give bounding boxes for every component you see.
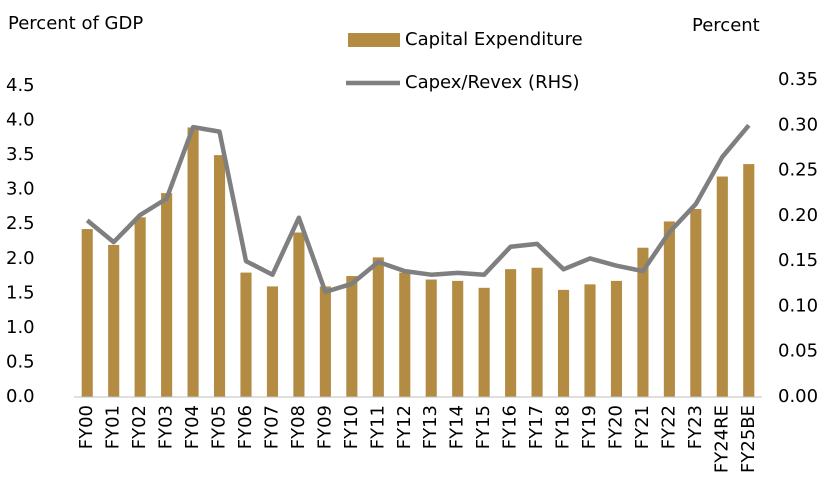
bar <box>690 209 702 397</box>
bar <box>637 247 649 397</box>
x-tick-label: FY00 <box>76 405 97 449</box>
x-tick-label: FY06 <box>235 405 256 449</box>
x-tick-label: FY15 <box>473 405 494 449</box>
x-tick-label: FY11 <box>367 405 388 449</box>
x-tick-label: FY22 <box>658 405 679 449</box>
x-tick-label: FY08 <box>288 405 309 449</box>
y-axis-title: Percent of GDP <box>8 13 143 34</box>
y-tick-label: 4.5 <box>6 75 35 96</box>
y2-tick-label: 0.05 <box>778 341 818 362</box>
x-tick-label: FY18 <box>553 405 574 449</box>
legend-label: Capital Expenditure <box>405 29 583 50</box>
bar <box>213 155 226 397</box>
x-tick-label: FY09 <box>314 405 335 449</box>
bar <box>319 286 331 397</box>
bar <box>134 217 146 397</box>
x-tick-label: FY21 <box>632 405 653 449</box>
bar <box>716 176 728 397</box>
x-tick-label: FY25BE <box>738 405 759 473</box>
x-tick-label: FY07 <box>262 405 283 449</box>
y-tick-label: 2.0 <box>6 248 35 269</box>
y2-tick-label: 0.20 <box>778 205 818 226</box>
bar <box>557 289 570 397</box>
x-tick-label: FY24RE <box>711 405 732 473</box>
y2-tick-label: 0.00 <box>778 386 818 407</box>
x-tick-label: FY13 <box>420 405 441 449</box>
x-tick-label: FY05 <box>209 405 230 449</box>
y-tick-label: 1.5 <box>6 282 35 303</box>
y2-tick-label: 0.25 <box>778 160 818 181</box>
bar <box>531 267 543 397</box>
x-tick-label: FY01 <box>103 405 124 449</box>
bar <box>663 221 675 397</box>
bar <box>478 287 490 397</box>
bar <box>187 127 199 397</box>
y2-tick-label: 0.35 <box>778 69 818 90</box>
line-series <box>85 123 751 295</box>
y2-axis-title: Percent <box>692 15 760 36</box>
y2-tick-label: 0.30 <box>778 114 818 135</box>
y2-tick-label: 0.15 <box>778 250 818 271</box>
bar <box>425 279 437 397</box>
x-tick-label: FY12 <box>394 405 415 449</box>
bar <box>108 244 120 397</box>
x-tick-label: FY03 <box>156 405 177 449</box>
bar <box>346 276 358 397</box>
bar <box>584 284 596 397</box>
bar <box>505 269 517 397</box>
y-tick-label: 2.5 <box>6 213 35 234</box>
y-tick-label: 4.0 <box>6 110 35 131</box>
bar <box>743 164 755 397</box>
bar <box>240 272 252 397</box>
bar <box>266 286 279 397</box>
bar <box>293 232 305 397</box>
y-tick-label: 0.5 <box>6 351 35 372</box>
x-tick-label: FY16 <box>500 405 521 449</box>
y-tick-label: 0.0 <box>6 386 35 407</box>
x-tick-label: FY20 <box>606 405 627 449</box>
x-tick-label: FY23 <box>685 405 706 449</box>
legend-swatch <box>348 33 400 47</box>
x-tick-label: FY14 <box>447 405 468 449</box>
bar <box>610 280 623 397</box>
y-tick-label: 1.0 <box>6 317 35 338</box>
bar <box>452 280 464 397</box>
legend-label: Capex/Revex (RHS) <box>405 72 580 93</box>
y-tick-label: 3.5 <box>6 144 35 165</box>
x-tick-label: FY10 <box>341 405 362 449</box>
bar <box>372 257 384 397</box>
x-tick-label: FY19 <box>579 405 600 449</box>
y-tick-label: 3.0 <box>6 179 35 200</box>
x-tick-label: FY02 <box>129 405 150 449</box>
bar <box>399 272 411 397</box>
y2-tick-label: 0.10 <box>778 295 818 316</box>
bar <box>161 193 173 397</box>
x-tick-label: FY04 <box>182 405 203 449</box>
x-tick-label: FY17 <box>526 405 547 449</box>
bar <box>81 229 93 397</box>
